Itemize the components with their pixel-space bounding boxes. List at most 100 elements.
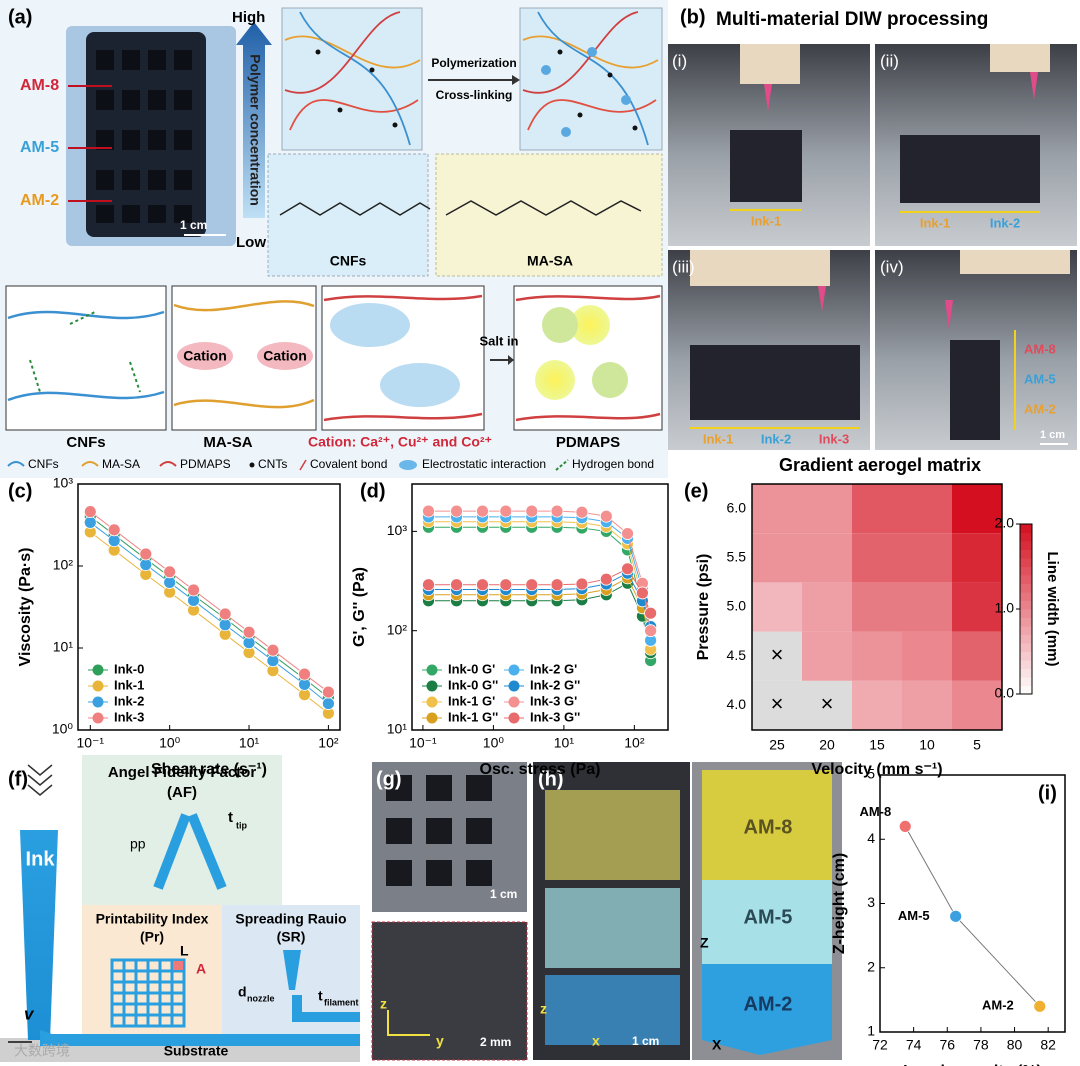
photo-holes: [386, 775, 492, 886]
electrostatic-zone: [380, 363, 460, 407]
heat-cell: [852, 680, 902, 730]
subpanel-label: (ii): [880, 51, 899, 70]
heat-cell: [952, 631, 1002, 681]
missing-marker: ×: [771, 691, 784, 716]
sr-abbr: (SR): [277, 929, 306, 945]
af-abbr: (AF): [167, 784, 197, 801]
data-point: [163, 576, 177, 589]
x-tick-label: 10: [919, 737, 935, 753]
y-tick-label: 10³: [53, 475, 74, 491]
data-point: [218, 607, 232, 621]
data-point: [550, 504, 564, 518]
ink-labels: Ink-1 Ink-1 Ink-2 Ink-1 Ink-2 Ink-3 AM-8…: [703, 213, 1056, 446]
legend: CNFs MA-SA PDMAPS CNTs Covalent bond Ele…: [7, 457, 654, 471]
block-label: AM-8: [744, 816, 793, 838]
y-tick-label: 5.5: [727, 549, 747, 565]
y-tick-label: 2: [867, 958, 875, 974]
series-line: [89, 522, 329, 704]
series-line: [89, 531, 329, 714]
panel-title: Multi-material DIW processing: [716, 9, 988, 30]
legend-label: MA-SA: [102, 457, 140, 471]
scale-label: 1 cm: [490, 887, 517, 901]
legend-label: CNFs: [28, 457, 59, 471]
sample-label: AM-5: [20, 139, 59, 156]
x-tick-label: 76: [939, 1037, 955, 1053]
data-point: [266, 643, 280, 657]
colorbar-title: Line width (mm): [1044, 552, 1061, 667]
heat-cell: [752, 484, 802, 534]
heat-cell: [952, 680, 1002, 730]
cation-oval: [177, 342, 233, 370]
missing-cell: [752, 680, 802, 730]
chevrons: [27, 764, 53, 796]
network-curves: [284, 11, 659, 146]
panel-label: (d): [360, 480, 386, 502]
colorbar-segment: [1020, 677, 1032, 686]
network-box: [519, 7, 663, 151]
legend-marker: [426, 712, 438, 724]
data-point: [636, 586, 649, 600]
legend-label: Ink-2: [114, 693, 144, 708]
velocity-label: v: [24, 1004, 35, 1023]
ink-label: Ink-1: [703, 431, 733, 446]
d-sub: nozzle: [247, 993, 275, 1003]
panel-a: (a) AM-8 AM-5 AM-2 1 cm High Low Polymer…: [0, 0, 668, 478]
data-point: [422, 504, 435, 518]
data-point: [187, 583, 200, 597]
sr-filament: [292, 995, 360, 1022]
colorbar-segment: [1020, 685, 1032, 695]
colorbar-segment: [1020, 575, 1032, 584]
colorbar-segment: [1020, 660, 1032, 669]
x-tick-label: 10²: [624, 735, 645, 751]
data-point: [621, 562, 634, 576]
pr-grid: [110, 958, 186, 1028]
y-tick-label: 10²: [53, 557, 74, 573]
colorbar-tick-label: 0.0: [995, 685, 1015, 701]
panel-label: (c): [8, 480, 32, 502]
colorbar-segment: [1020, 609, 1032, 618]
legend-marker: [426, 696, 438, 708]
colorbar-segment: [1020, 643, 1032, 652]
pr-title: Printability Index: [96, 911, 209, 927]
panel-label: (g): [376, 768, 402, 790]
legend-label: Ink-1: [114, 677, 144, 692]
point-label: AM-2: [982, 998, 1014, 1013]
block: [702, 964, 832, 1055]
heat-cell: [902, 680, 952, 730]
legend-label: Hydrogen bond: [572, 457, 654, 471]
data-point: [898, 820, 912, 833]
colorbar-segment: [1020, 549, 1032, 559]
x-tick-label: 10⁰: [483, 735, 505, 751]
plot-frame: [77, 483, 341, 731]
axis-X: X: [712, 1037, 722, 1053]
legend-label: Ink-0: [114, 661, 144, 676]
printed-blocks: [690, 130, 1040, 440]
panel-label: (b): [680, 6, 706, 28]
scale-label: 1 cm: [180, 218, 207, 232]
x-tick-label: 10¹: [554, 735, 575, 751]
colorbar-segment: [1020, 651, 1032, 661]
heat-cell: [852, 582, 902, 632]
d-label: d: [238, 984, 247, 1000]
data-point: [949, 909, 963, 923]
cation-oval: [257, 342, 313, 370]
missing-marker: ×: [821, 691, 834, 716]
bottom-label: PDMAPS: [556, 434, 620, 451]
legend-label: Ink-1 G'': [448, 709, 498, 724]
af-shape: [153, 813, 227, 890]
subpanel-label: (i): [672, 51, 687, 70]
data-point: [599, 572, 613, 586]
heat-cell: [802, 484, 852, 534]
structure-box: [435, 153, 663, 277]
axis-lines: [387, 1010, 430, 1036]
data-point: [450, 578, 463, 592]
sample-arrows: [68, 85, 112, 202]
data-point: [644, 606, 658, 620]
heat-cell: [802, 533, 852, 583]
plot-frame: [879, 774, 1066, 1033]
y-axis-title: Pressure (psi): [695, 554, 712, 661]
colorbar-tick-label: 2.0: [995, 515, 1015, 531]
concentration-arrow: [236, 22, 272, 218]
data-point: [422, 578, 435, 592]
legend-label: CNTs: [258, 457, 287, 471]
